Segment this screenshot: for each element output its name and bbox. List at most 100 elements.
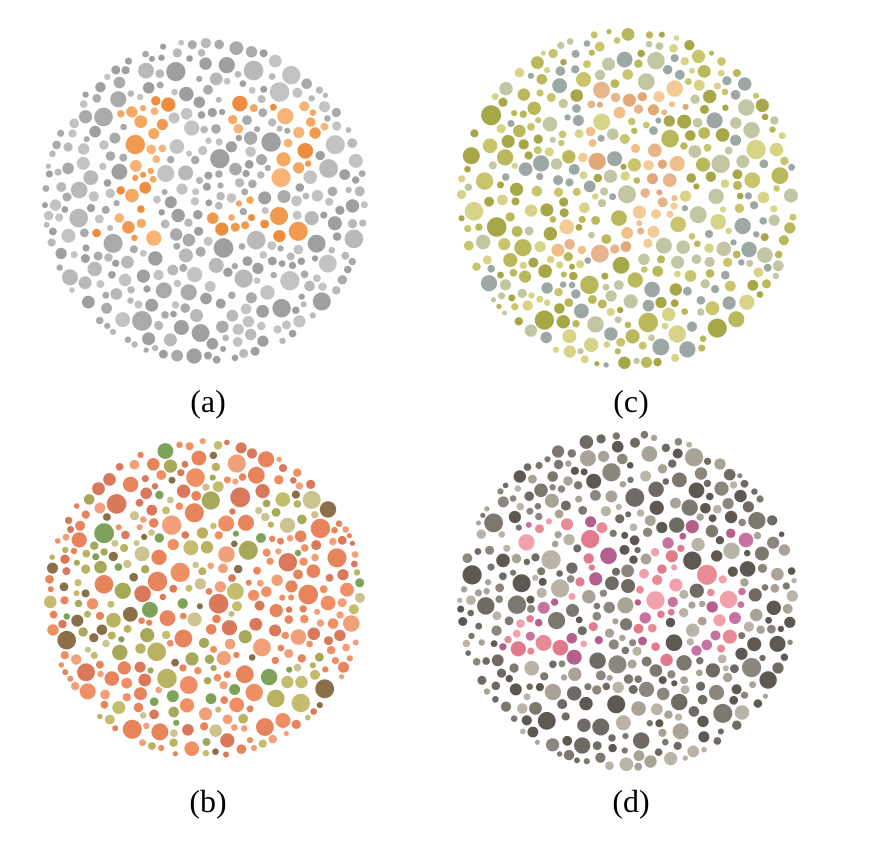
background-dot [160, 219, 170, 229]
figure-dot [238, 540, 258, 560]
background-dot [139, 249, 147, 257]
background-dot [78, 276, 92, 290]
background-dot [271, 656, 279, 665]
background-dot [686, 638, 694, 646]
figure-dot [657, 610, 665, 619]
figure-dot [147, 642, 166, 662]
background-dot [538, 577, 547, 586]
background-dot [54, 538, 61, 544]
figure-dot [125, 188, 139, 203]
background-dot [209, 72, 223, 86]
background-dot [505, 674, 513, 683]
background-dot [337, 569, 349, 581]
figure-dot [583, 553, 594, 564]
background-dot [104, 253, 113, 262]
figure-dot [640, 188, 650, 198]
background-dot [717, 69, 725, 77]
background-dot [714, 458, 726, 470]
background-dot [52, 140, 61, 150]
background-dot [190, 309, 203, 322]
background-dot [655, 719, 664, 728]
background-dot [537, 567, 546, 576]
background-dot [644, 281, 660, 298]
background-dot [286, 252, 295, 261]
background-dot [710, 214, 726, 230]
background-dot [103, 473, 116, 486]
background-dot [309, 312, 316, 319]
background-dot [228, 291, 236, 299]
background-dot [784, 188, 798, 203]
figure-dot [103, 513, 111, 521]
background-dot [82, 244, 90, 252]
background-dot [83, 136, 90, 143]
background-dot [527, 604, 535, 613]
background-dot [613, 37, 621, 44]
background-dot [258, 191, 272, 205]
background-dot [104, 73, 111, 81]
background-dot [184, 741, 199, 756]
background-dot [214, 39, 224, 50]
background-dot [703, 143, 712, 152]
background-dot [43, 221, 50, 228]
background-dot [671, 353, 680, 362]
background-dot [672, 448, 683, 459]
figure-dot [106, 612, 121, 628]
figure-dot [94, 523, 114, 544]
background-dot [49, 150, 56, 158]
background-dot [229, 508, 236, 515]
background-dot [176, 484, 191, 498]
background-dot [266, 557, 274, 565]
background-dot [689, 67, 695, 74]
background-dot [625, 488, 645, 507]
background-dot [131, 341, 138, 348]
background-dot [732, 250, 741, 259]
background-dot [184, 503, 204, 523]
figure-dot [348, 604, 359, 615]
background-dot [349, 540, 356, 546]
background-dot [100, 689, 110, 700]
background-dot [234, 269, 253, 288]
background-dot [679, 589, 689, 599]
background-dot [253, 566, 261, 575]
background-dot [229, 697, 245, 713]
figure-dot [271, 168, 291, 188]
background-dot [515, 524, 522, 531]
background-dot [261, 586, 272, 598]
figure-dot [136, 218, 146, 228]
background-dot [791, 577, 797, 584]
background-dot [176, 183, 188, 195]
figure-dot [656, 189, 663, 196]
background-dot [468, 632, 475, 640]
background-dot [637, 49, 645, 58]
background-dot [223, 751, 229, 758]
background-dot [342, 526, 350, 533]
background-dot [622, 69, 633, 80]
background-dot [175, 502, 184, 510]
background-dot [181, 460, 189, 468]
background-dot [746, 139, 766, 160]
figure-dot [81, 589, 90, 598]
background-dot [743, 122, 760, 139]
background-dot [248, 86, 256, 94]
figure-dot [551, 243, 565, 257]
background-dot [685, 130, 696, 141]
background-dot [679, 341, 696, 358]
background-dot [734, 203, 745, 213]
figure-dot [277, 108, 294, 125]
background-dot [681, 308, 689, 315]
figure-dot [591, 244, 609, 263]
background-dot [669, 44, 678, 53]
background-dot [179, 263, 188, 272]
background-dot [680, 685, 690, 694]
background-dot [58, 662, 64, 668]
background-dot [180, 108, 193, 120]
background-dot [497, 194, 508, 206]
background-dot [536, 295, 544, 303]
background-dot [638, 341, 647, 350]
figure-dot [671, 195, 678, 202]
background-dot [657, 464, 668, 474]
background-dot [719, 206, 727, 213]
background-dot [316, 619, 325, 627]
background-dot [621, 646, 630, 655]
figure-dot [620, 241, 632, 252]
